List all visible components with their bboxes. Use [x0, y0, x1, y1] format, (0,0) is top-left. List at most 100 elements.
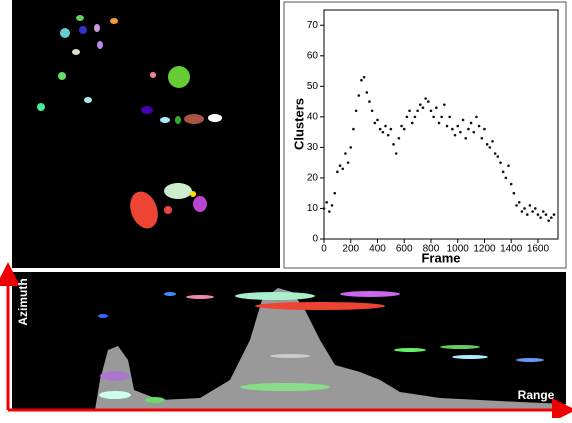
- point: [333, 191, 336, 195]
- point: [541, 210, 545, 213]
- point: [536, 213, 540, 216]
- point: [330, 204, 334, 207]
- point: [477, 124, 481, 128]
- x-tick-label: 1600: [527, 244, 550, 255]
- cluster-view: [12, 0, 280, 268]
- azimuth-label: Azimuth: [16, 278, 30, 325]
- point: [451, 127, 454, 131]
- point: [426, 100, 430, 103]
- y-tick-label: 10: [307, 203, 319, 214]
- point: [432, 115, 435, 119]
- point: [488, 146, 492, 149]
- point: [525, 213, 529, 216]
- y-tick-label: 70: [307, 20, 319, 31]
- point: [346, 161, 350, 164]
- point: [408, 109, 411, 113]
- point: [362, 75, 366, 79]
- point: [418, 103, 422, 106]
- point: [386, 133, 390, 137]
- point: [491, 139, 494, 143]
- point: [410, 121, 414, 125]
- radar-view: Azimuth Range: [0, 262, 572, 422]
- y-axis-label: Clusters: [291, 98, 306, 150]
- point: [464, 136, 468, 140]
- point: [376, 118, 379, 122]
- point: [461, 118, 465, 122]
- y-tick-label: 20: [307, 173, 319, 184]
- point: [453, 133, 457, 137]
- point: [440, 115, 443, 119]
- x-tick-label: 1400: [500, 244, 523, 255]
- x-tick-label: 1200: [473, 244, 496, 255]
- point: [429, 109, 433, 113]
- point: [507, 164, 510, 168]
- point: [336, 170, 339, 174]
- point: [354, 109, 358, 113]
- point: [365, 91, 369, 94]
- point: [512, 191, 516, 195]
- y-tick-label: 30: [307, 142, 319, 153]
- point: [341, 167, 345, 171]
- x-tick-label: 1000: [447, 244, 470, 255]
- x-tick-label: 800: [423, 244, 440, 255]
- point: [338, 164, 342, 168]
- x-tick-label: 200: [342, 244, 359, 255]
- point: [550, 216, 553, 219]
- x-axis-label: Frame: [421, 250, 460, 265]
- point: [552, 213, 556, 216]
- point: [392, 143, 395, 146]
- point: [445, 124, 449, 128]
- point: [515, 204, 518, 207]
- point: [539, 216, 542, 219]
- point: [475, 115, 478, 119]
- point: [448, 115, 451, 119]
- point: [547, 219, 550, 222]
- point: [523, 207, 526, 210]
- chart-panel: [283, 1, 567, 269]
- point: [533, 207, 537, 210]
- point: [456, 124, 460, 128]
- point: [509, 182, 513, 186]
- point: [368, 100, 371, 103]
- point: [528, 204, 532, 207]
- point: [328, 210, 331, 213]
- point: [435, 106, 438, 110]
- point: [480, 136, 484, 140]
- point: [485, 143, 489, 146]
- point: [389, 127, 393, 131]
- point: [394, 152, 398, 155]
- point: [416, 109, 419, 113]
- point: [469, 121, 473, 125]
- point: [405, 115, 409, 119]
- point: [531, 210, 534, 213]
- y-tick-label: 60: [307, 50, 319, 61]
- y-tick-label: 40: [307, 112, 319, 123]
- y-tick-label: 50: [307, 81, 319, 92]
- point: [370, 109, 374, 113]
- point: [400, 124, 403, 128]
- plot: Clusters Frame 0 10 20 30 40 50 60 70 0 200 400 600…: [291, 9, 559, 265]
- point: [544, 213, 548, 216]
- point: [467, 127, 470, 131]
- point: [472, 130, 476, 134]
- point: [499, 161, 502, 164]
- point: [517, 201, 521, 204]
- point: [352, 127, 355, 131]
- point: [373, 121, 377, 125]
- point: [349, 146, 353, 149]
- point: [443, 103, 446, 106]
- point: [402, 127, 406, 131]
- y-tick-label: 0: [312, 234, 318, 245]
- point: [421, 106, 425, 110]
- point: [357, 94, 361, 97]
- point: [325, 201, 328, 204]
- point: [381, 130, 385, 134]
- point: [344, 152, 347, 155]
- point: [378, 127, 382, 131]
- point: [384, 124, 387, 128]
- point: [322, 207, 326, 210]
- point: [437, 121, 441, 125]
- point: [413, 115, 417, 119]
- x-tick-label: 400: [369, 244, 386, 255]
